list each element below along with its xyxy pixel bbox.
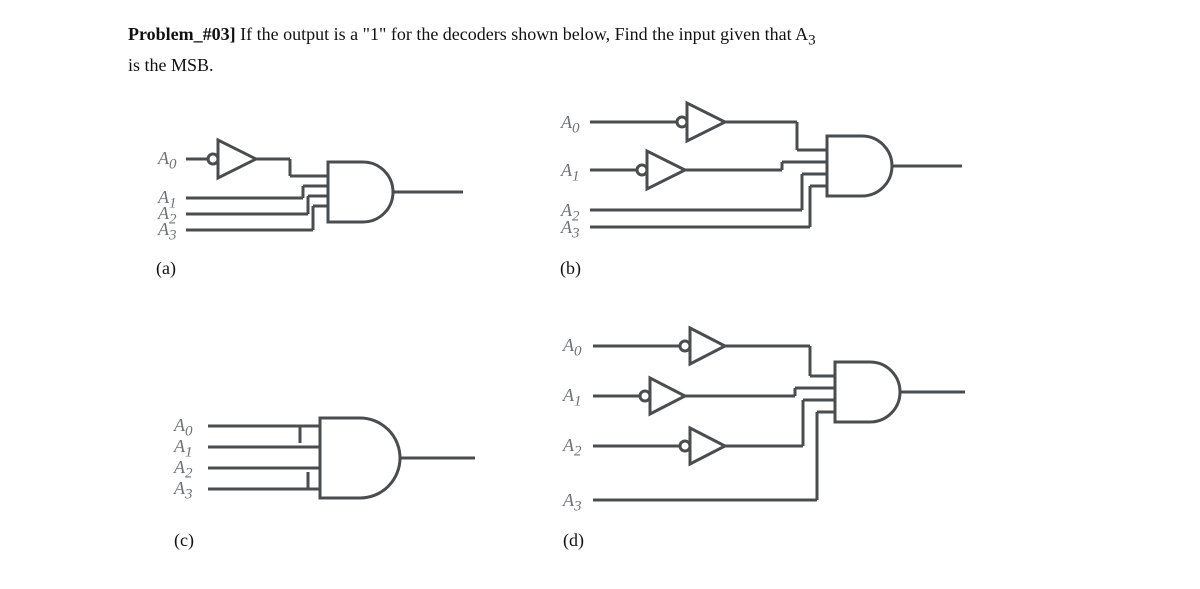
input-label-b-A3: A3 [561, 217, 580, 243]
problem-line2: is the MSB. [128, 55, 214, 75]
input-label-a-A0: A0 [158, 148, 177, 174]
circuit-d [585, 320, 985, 530]
problem-a3-sub: 3 [808, 33, 816, 49]
input-label-d-A1: A1 [563, 385, 582, 411]
circuit-c [200, 398, 500, 518]
subfig-label-a: (a) [156, 258, 176, 279]
page: Problem_#03] If the output is a "1" for … [0, 0, 1200, 589]
input-label-b-A0: A0 [561, 112, 580, 138]
input-label-a-A3: A3 [158, 219, 177, 245]
input-label-d-A2: A2 [563, 435, 582, 461]
circuit-a [178, 110, 508, 260]
subfig-label-c: (c) [174, 530, 194, 551]
problem-text: Problem_#03] If the output is a "1" for … [128, 22, 1028, 77]
problem-title: Problem_#03] [128, 24, 236, 44]
input-label-c-A3: A3 [174, 478, 193, 504]
subfig-label-b: (b) [560, 258, 581, 279]
input-label-d-A3: A3 [563, 490, 582, 516]
circuit-b [582, 90, 982, 270]
subfig-label-d: (d) [563, 530, 584, 551]
problem-line1: If the output is a "1" for the decoders … [240, 24, 808, 44]
input-label-d-A0: A0 [563, 335, 582, 361]
input-label-b-A1: A1 [561, 160, 580, 186]
